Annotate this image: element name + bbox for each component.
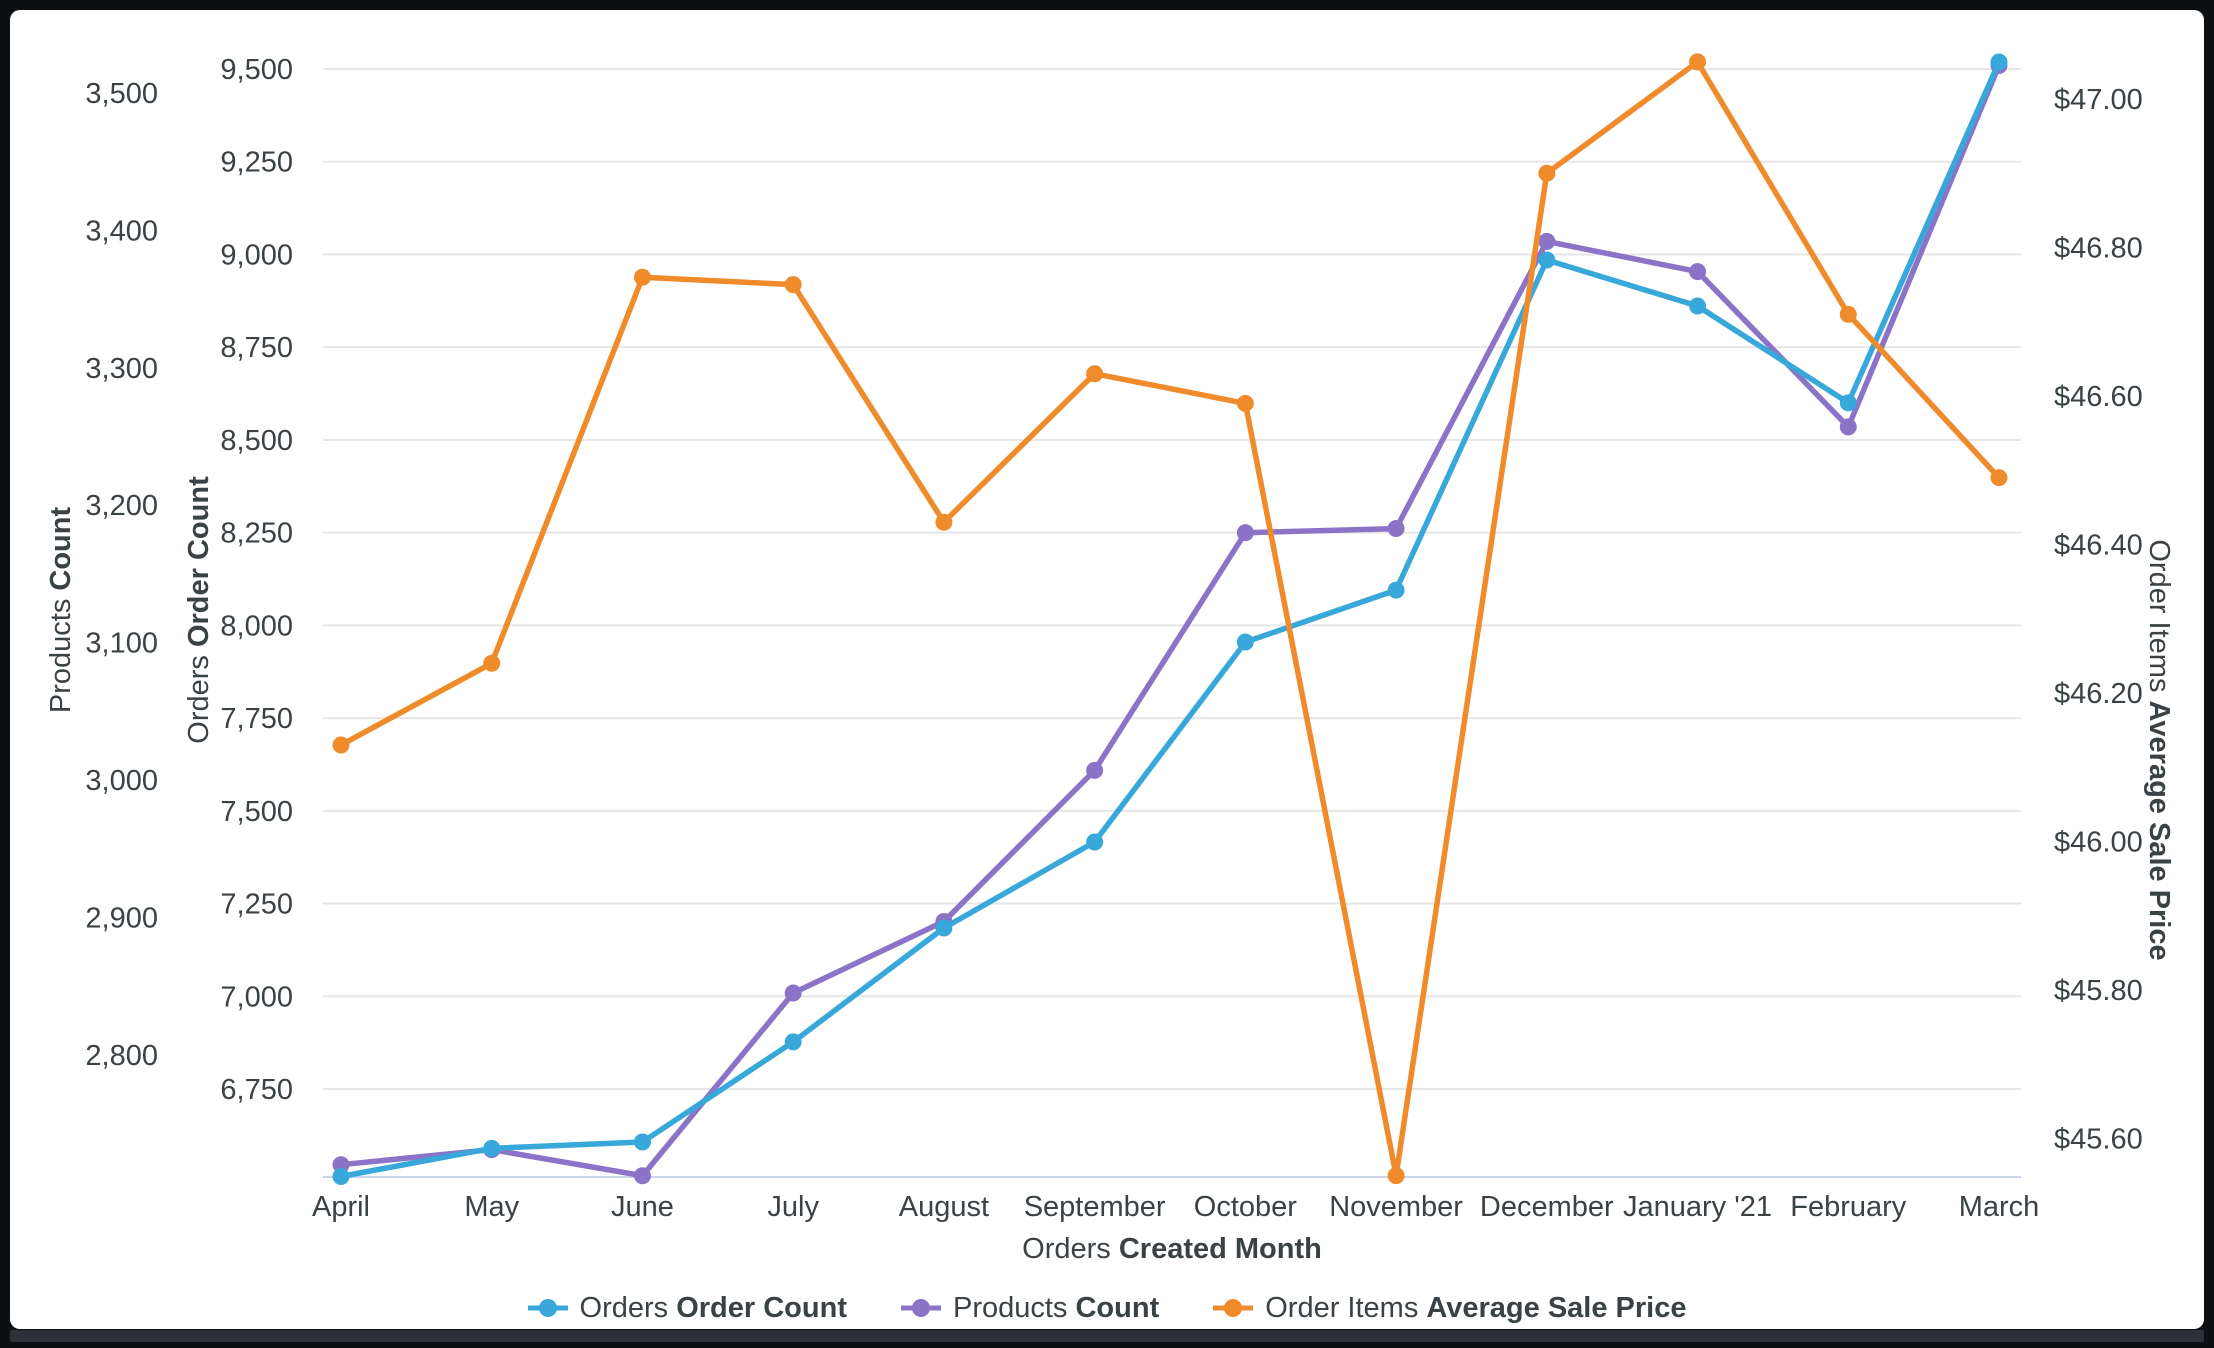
orders-tick-label: 8,000 bbox=[220, 610, 293, 642]
x-tick-label: April bbox=[312, 1191, 370, 1223]
data-point-products-count[interactable] bbox=[1236, 524, 1254, 542]
data-point-order-items-average-sale-price[interactable] bbox=[1689, 53, 1707, 71]
products-tick-label: 3,000 bbox=[85, 765, 158, 797]
orders-tick-label: 9,000 bbox=[220, 239, 293, 271]
legend-item-order-items-average-sale-price[interactable]: Order Items Average Sale Price bbox=[1213, 1292, 1686, 1325]
price-axis-title: Order Items Average Sale Price bbox=[2143, 539, 2175, 960]
chart-legend: Orders Order Count Products Count Order … bbox=[10, 1288, 2204, 1328]
series-line-products-count bbox=[338, 62, 2002, 1179]
x-tick-label: March bbox=[1959, 1191, 2040, 1223]
data-point-orders-order-count[interactable] bbox=[935, 919, 953, 937]
data-point-products-count[interactable] bbox=[1086, 761, 1104, 779]
data-point-order-items-average-sale-price[interactable] bbox=[1086, 365, 1104, 383]
data-point-orders-order-count[interactable] bbox=[332, 1168, 350, 1186]
price-tick-label: $46.80 bbox=[2054, 233, 2143, 265]
series-line-orders-order-count bbox=[338, 59, 2002, 1180]
x-tick-label: October bbox=[1194, 1191, 1297, 1223]
orders-tick-label: 7,500 bbox=[220, 796, 293, 828]
legend-label-price: Order Items Average Sale Price bbox=[1265, 1291, 1687, 1324]
legend-item-orders-order-count[interactable]: Orders Order Count bbox=[527, 1291, 847, 1325]
products-tick-label: 2,900 bbox=[85, 902, 158, 934]
x-tick-label: January '21 bbox=[1623, 1191, 1772, 1223]
products-tick-label: 2,800 bbox=[85, 1040, 158, 1072]
data-point-products-count[interactable] bbox=[1387, 520, 1405, 538]
data-point-order-items-average-sale-price[interactable] bbox=[633, 268, 651, 286]
data-point-products-count[interactable] bbox=[784, 984, 802, 1002]
price-tick-label: $46.40 bbox=[2054, 530, 2143, 562]
data-point-orders-order-count[interactable] bbox=[1538, 251, 1556, 269]
x-tick-label: July bbox=[767, 1191, 819, 1223]
orders-axis-title: Orders Order Count bbox=[183, 476, 215, 744]
x-tick-label: June bbox=[611, 1191, 674, 1223]
products-tick-label: 3,500 bbox=[85, 78, 158, 110]
data-point-products-count[interactable] bbox=[1689, 263, 1707, 281]
data-point-order-items-average-sale-price[interactable] bbox=[483, 654, 501, 672]
chart-card: 3,500 3,400 3,300 3,200 3,100 3,000 2,900 2,800… bbox=[10, 10, 2204, 1329]
data-point-orders-order-count[interactable] bbox=[1236, 633, 1254, 651]
series-line-order-items-average-sale-price bbox=[338, 59, 2002, 1179]
legend-item-products-count[interactable]: Products Count bbox=[900, 1291, 1160, 1325]
price-tick-label: $46.00 bbox=[2054, 827, 2143, 859]
data-point-order-items-average-sale-price[interactable] bbox=[935, 513, 953, 531]
price-tick-label: $47.00 bbox=[2054, 84, 2143, 116]
orders-tick-label: 9,500 bbox=[220, 54, 293, 86]
data-point-orders-order-count[interactable] bbox=[483, 1139, 501, 1157]
window-bottom-strip bbox=[10, 1330, 2204, 1342]
price-tick-label: $46.60 bbox=[2054, 381, 2143, 413]
data-point-products-count[interactable] bbox=[332, 1156, 350, 1174]
products-tick-label: 3,200 bbox=[85, 490, 158, 522]
x-tick-label: November bbox=[1329, 1191, 1463, 1223]
data-point-orders-order-count[interactable] bbox=[633, 1133, 651, 1151]
legend-marker-orders bbox=[527, 1299, 568, 1317]
orders-tick-label: 8,500 bbox=[220, 425, 293, 457]
data-point-order-items-average-sale-price[interactable] bbox=[1387, 1167, 1405, 1185]
legend-marker-price bbox=[1213, 1299, 1254, 1317]
legend-label-orders: Orders Order Count bbox=[579, 1291, 847, 1324]
orders-tick-label: 9,250 bbox=[220, 147, 293, 179]
data-point-orders-order-count[interactable] bbox=[1086, 833, 1104, 851]
products-tick-label: 3,100 bbox=[85, 628, 158, 660]
price-tick-label: $45.80 bbox=[2054, 975, 2143, 1007]
price-tick-label: $45.60 bbox=[2054, 1124, 2143, 1156]
x-tick-label: September bbox=[1024, 1191, 1166, 1223]
price-tick-label: $46.20 bbox=[2054, 678, 2143, 710]
orders-tick-label: 8,750 bbox=[220, 332, 293, 364]
data-point-orders-order-count[interactable] bbox=[1689, 297, 1707, 315]
data-point-products-count[interactable] bbox=[633, 1167, 651, 1185]
data-point-order-items-average-sale-price[interactable] bbox=[332, 736, 350, 754]
chart-canvas: 3,500 3,400 3,300 3,200 3,100 3,000 2,900 2,800… bbox=[45, 53, 2175, 1265]
data-point-orders-order-count[interactable] bbox=[1990, 53, 2008, 71]
x-tick-label: February bbox=[1790, 1191, 1907, 1223]
orders-tick-label: 8,250 bbox=[220, 518, 293, 550]
data-point-orders-order-count[interactable] bbox=[1387, 581, 1405, 599]
data-point-order-items-average-sale-price[interactable] bbox=[1236, 394, 1254, 412]
products-axis-title: Products Count bbox=[45, 507, 77, 714]
x-tick-label: December bbox=[1480, 1191, 1614, 1223]
data-point-products-count[interactable] bbox=[1839, 418, 1857, 436]
x-axis-title: Orders Created Month bbox=[1022, 1233, 1322, 1265]
legend-label-products: Products Count bbox=[952, 1291, 1160, 1324]
data-point-order-items-average-sale-price[interactable] bbox=[1538, 164, 1556, 182]
products-tick-label: 3,400 bbox=[85, 215, 158, 247]
data-point-order-items-average-sale-price[interactable] bbox=[1990, 469, 2008, 487]
x-tick-label: May bbox=[464, 1191, 519, 1223]
data-point-order-items-average-sale-price[interactable] bbox=[1839, 305, 1857, 323]
x-tick-label: August bbox=[899, 1191, 989, 1223]
orders-tick-label: 7,750 bbox=[220, 703, 293, 735]
data-point-orders-order-count[interactable] bbox=[1839, 394, 1857, 412]
orders-tick-label: 6,750 bbox=[220, 1074, 293, 1106]
data-point-orders-order-count[interactable] bbox=[784, 1033, 802, 1051]
data-point-products-count[interactable] bbox=[1538, 232, 1556, 250]
data-point-order-items-average-sale-price[interactable] bbox=[784, 276, 802, 294]
orders-tick-label: 7,250 bbox=[220, 889, 293, 921]
orders-tick-label: 7,000 bbox=[220, 981, 293, 1013]
products-tick-label: 3,300 bbox=[85, 353, 158, 385]
legend-marker-products bbox=[900, 1299, 941, 1317]
